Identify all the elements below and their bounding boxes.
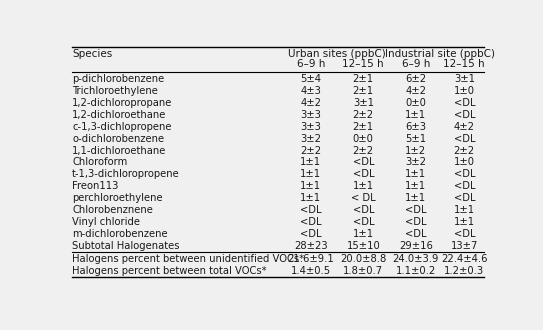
Text: Chloroform: Chloroform	[72, 157, 127, 167]
Text: Halogens percent between total VOCs*: Halogens percent between total VOCs*	[72, 266, 267, 276]
Text: 1.8±0.7: 1.8±0.7	[343, 266, 383, 276]
Text: <DL: <DL	[300, 217, 321, 227]
Text: 24.0±3.9: 24.0±3.9	[393, 254, 439, 264]
Text: 12–15 h: 12–15 h	[343, 59, 384, 69]
Text: 1,2-dichloropropane: 1,2-dichloropropane	[72, 98, 173, 108]
Text: 0±0: 0±0	[353, 134, 374, 144]
Text: 1±2: 1±2	[405, 146, 426, 155]
Text: 4±3: 4±3	[300, 86, 321, 96]
Text: Chlorobenznene: Chlorobenznene	[72, 205, 153, 215]
Text: <DL: <DL	[405, 205, 427, 215]
Text: 1±1: 1±1	[405, 182, 426, 191]
Text: 1±0: 1±0	[454, 157, 475, 167]
Text: <DL: <DL	[352, 157, 374, 167]
Text: 22.4±4.6: 22.4±4.6	[441, 254, 488, 264]
Text: 1.4±0.5: 1.4±0.5	[291, 266, 331, 276]
Text: 20.0±8.8: 20.0±8.8	[340, 254, 387, 264]
Text: 1.1±0.2: 1.1±0.2	[396, 266, 436, 276]
Text: 1±1: 1±1	[300, 157, 321, 167]
Text: 28±23: 28±23	[294, 241, 327, 251]
Text: 0±0: 0±0	[406, 98, 426, 108]
Text: 1±1: 1±1	[353, 229, 374, 239]
Text: 1,2-dichloroethane: 1,2-dichloroethane	[72, 110, 167, 120]
Text: 3±2: 3±2	[300, 134, 321, 144]
Text: p-dichlorobenzene: p-dichlorobenzene	[72, 74, 165, 84]
Text: <DL: <DL	[453, 193, 475, 203]
Text: 4±2: 4±2	[454, 122, 475, 132]
Text: 13±7: 13±7	[451, 241, 478, 251]
Text: 1±1: 1±1	[405, 193, 426, 203]
Text: 6±3: 6±3	[406, 122, 426, 132]
Text: 1±1: 1±1	[405, 110, 426, 120]
Text: <DL: <DL	[300, 205, 321, 215]
Text: <DL: <DL	[453, 134, 475, 144]
Text: 3±1: 3±1	[353, 98, 374, 108]
Text: 12–15 h: 12–15 h	[444, 59, 485, 69]
Text: Halogens percent between unidentified VOCs*: Halogens percent between unidentified VO…	[72, 254, 304, 264]
Text: Industrial site (ppbC): Industrial site (ppbC)	[385, 49, 495, 59]
Text: 1±1: 1±1	[300, 182, 321, 191]
Text: 15±10: 15±10	[346, 241, 380, 251]
Text: 2±2: 2±2	[353, 110, 374, 120]
Text: Species: Species	[72, 49, 112, 59]
Text: 2±1: 2±1	[353, 122, 374, 132]
Text: 1±1: 1±1	[300, 193, 321, 203]
Text: 3±3: 3±3	[300, 110, 321, 120]
Text: 4±2: 4±2	[406, 86, 426, 96]
Text: 21.6±9.1: 21.6±9.1	[287, 254, 334, 264]
Text: <DL: <DL	[453, 229, 475, 239]
Text: 5±1: 5±1	[405, 134, 426, 144]
Text: Vinyl chloride: Vinyl chloride	[72, 217, 140, 227]
Text: <DL: <DL	[453, 182, 475, 191]
Text: 4±2: 4±2	[300, 98, 321, 108]
Text: <DL: <DL	[352, 217, 374, 227]
Text: o-dichlorobenzene: o-dichlorobenzene	[72, 134, 164, 144]
Text: 1±1: 1±1	[454, 217, 475, 227]
Text: 29±16: 29±16	[399, 241, 433, 251]
Text: 3±3: 3±3	[300, 122, 321, 132]
Text: 2±2: 2±2	[353, 146, 374, 155]
Text: <DL: <DL	[405, 229, 427, 239]
Text: 1±1: 1±1	[300, 169, 321, 180]
Text: <DL: <DL	[453, 169, 475, 180]
Text: 3±1: 3±1	[454, 74, 475, 84]
Text: 1±1: 1±1	[454, 205, 475, 215]
Text: 1,1-dichloroethane: 1,1-dichloroethane	[72, 146, 167, 155]
Text: 6–9 h: 6–9 h	[402, 59, 430, 69]
Text: perchloroethylene: perchloroethylene	[72, 193, 163, 203]
Text: 6±2: 6±2	[405, 74, 426, 84]
Text: <DL: <DL	[352, 169, 374, 180]
Text: 2±2: 2±2	[454, 146, 475, 155]
Text: m-dichlorobenzene: m-dichlorobenzene	[72, 229, 168, 239]
Text: <DL: <DL	[300, 229, 321, 239]
Text: < DL: < DL	[351, 193, 376, 203]
Text: 6–9 h: 6–9 h	[296, 59, 325, 69]
Text: c-1,3-dichlopropene: c-1,3-dichlopropene	[72, 122, 172, 132]
Text: 3±2: 3±2	[406, 157, 426, 167]
Text: <DL: <DL	[352, 205, 374, 215]
Text: 5±4: 5±4	[300, 74, 321, 84]
Text: t-1,3-dichloropropene: t-1,3-dichloropropene	[72, 169, 180, 180]
Text: Freon113: Freon113	[72, 182, 118, 191]
Text: Subtotal Halogenates: Subtotal Halogenates	[72, 241, 180, 251]
Text: 2±1: 2±1	[353, 86, 374, 96]
Text: 1±1: 1±1	[353, 182, 374, 191]
Text: 1±0: 1±0	[454, 86, 475, 96]
Text: <DL: <DL	[405, 217, 427, 227]
Text: 1±1: 1±1	[405, 169, 426, 180]
Text: Urban sites (ppbC): Urban sites (ppbC)	[288, 49, 386, 59]
Text: 1.2±0.3: 1.2±0.3	[444, 266, 484, 276]
Text: <DL: <DL	[453, 98, 475, 108]
Text: <DL: <DL	[453, 110, 475, 120]
Text: Trichloroethylene: Trichloroethylene	[72, 86, 158, 96]
Text: 2±2: 2±2	[300, 146, 321, 155]
Text: 2±1: 2±1	[353, 74, 374, 84]
